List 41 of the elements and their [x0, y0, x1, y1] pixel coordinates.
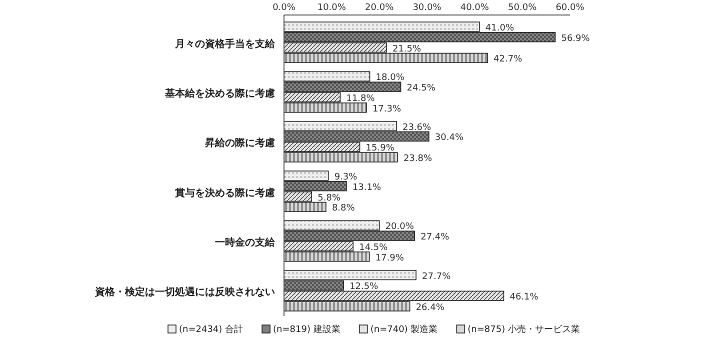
data-label: 23.6%	[402, 122, 432, 133]
data-label: 42.7%	[494, 54, 523, 65]
legend-label: (n=740) 製造業	[370, 324, 438, 335]
legend-label: (n=2434) 合計	[179, 324, 244, 335]
data-label: 20.0%	[385, 222, 414, 232]
x-tick-label: 10.0%	[317, 3, 346, 13]
y-tick-label: 基本給を決める際に考慮	[164, 88, 275, 100]
data-label: 41.0%	[485, 23, 514, 34]
data-label: 27.7%	[422, 272, 452, 282]
y-tick-label: 月々の資格手当を支給	[174, 38, 276, 50]
data-label: 11.8%	[346, 94, 376, 104]
x-tick-label: 60.0%	[556, 3, 585, 13]
data-label: 15.9%	[366, 144, 395, 154]
data-label: 24.5%	[406, 84, 436, 94]
data-label: 5.8%	[318, 193, 341, 204]
legend-label: (n=819) 建設業	[273, 324, 340, 335]
data-label: 17.9%	[375, 253, 404, 264]
x-tick-label: 0.0%	[272, 3, 296, 13]
data-label: 12.5%	[350, 282, 379, 292]
data-label: 21.5%	[392, 44, 422, 54]
y-tick-label: 資格・検定は一切処遇には反映されない	[94, 286, 275, 298]
data-label: 18.0%	[376, 73, 405, 84]
data-label: 23.8%	[403, 154, 432, 164]
y-tick-label: 昇給の際に考慮	[204, 137, 275, 150]
data-label: 30.4%	[434, 133, 464, 144]
y-tick-label: 一時金の支給	[215, 236, 276, 248]
data-label: 46.1%	[510, 292, 539, 303]
data-label: 27.4%	[420, 232, 450, 242]
legend-label: (n=875) 小売・サービス業	[468, 324, 580, 335]
data-label: 13.1%	[352, 182, 382, 193]
data-label: 56.9%	[561, 34, 590, 44]
data-label: 14.5%	[359, 242, 388, 253]
x-tick-label: 20.0%	[365, 3, 394, 13]
data-label: 17.3%	[372, 104, 402, 114]
data-label: 8.8%	[332, 204, 356, 214]
x-tick-label: 40.0%	[460, 3, 490, 13]
data-label: 26.4%	[416, 303, 445, 313]
data-label: 9.3%	[334, 172, 358, 182]
x-tick-label: 50.0%	[508, 3, 538, 13]
x-tick-label: 30.0%	[412, 3, 442, 13]
y-tick-label: 賞与を決める際に考慮	[175, 186, 275, 199]
